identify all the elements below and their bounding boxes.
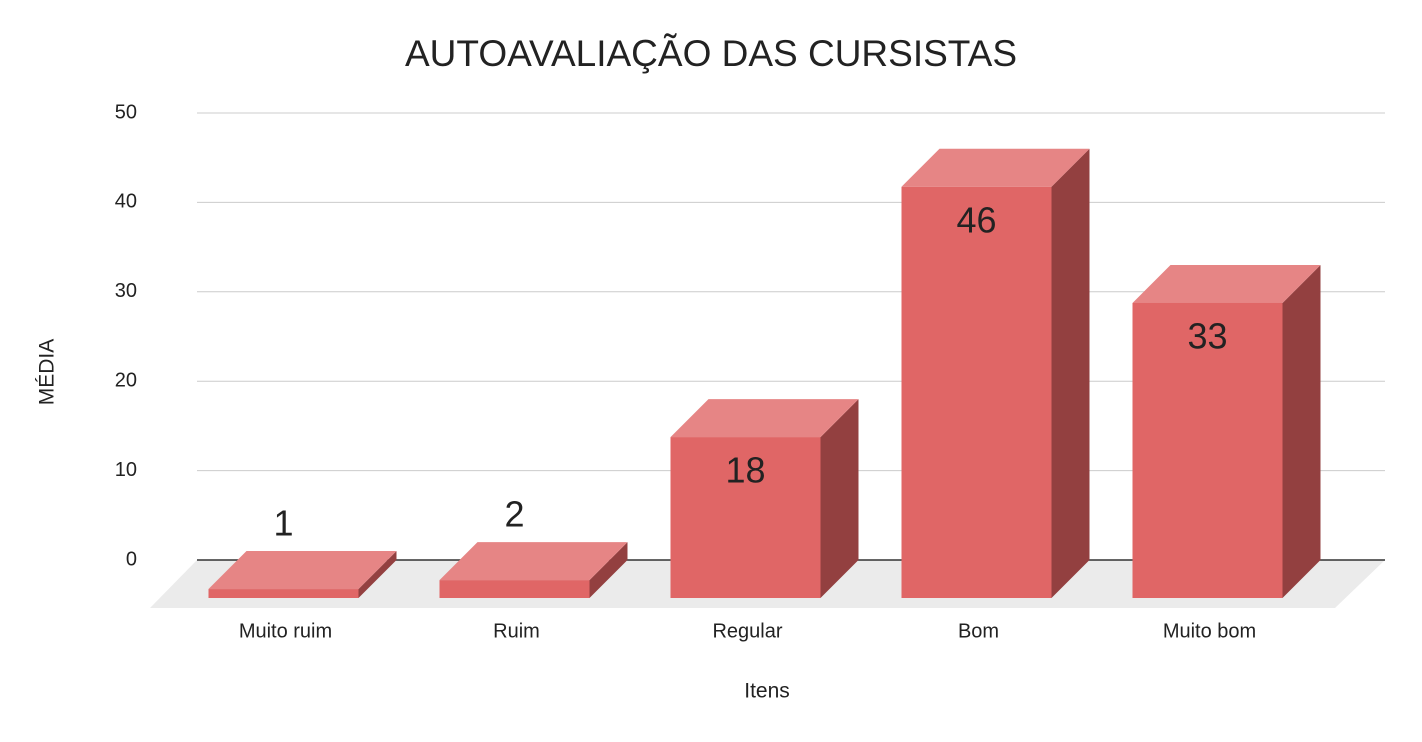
value-label: 18 bbox=[725, 450, 765, 491]
bar bbox=[208, 589, 359, 598]
x-tick-label: Regular bbox=[712, 620, 782, 642]
value-label: 2 bbox=[504, 494, 524, 535]
x-tick-label: Muito ruim bbox=[239, 620, 332, 642]
bar-side bbox=[820, 399, 859, 598]
bar-side bbox=[1282, 264, 1321, 598]
y-tick-label: 20 bbox=[115, 369, 137, 391]
bar-top bbox=[901, 148, 1090, 187]
bar bbox=[670, 437, 821, 598]
bar bbox=[901, 186, 1052, 598]
bar-side bbox=[589, 542, 628, 598]
bar-top bbox=[1132, 264, 1321, 303]
y-axis-title: MÉDIA bbox=[36, 339, 59, 406]
value-label: 33 bbox=[1187, 315, 1227, 356]
bar bbox=[439, 580, 590, 598]
y-tick-label: 30 bbox=[115, 280, 137, 302]
x-tick-label: Bom bbox=[958, 620, 999, 642]
bar-top bbox=[208, 551, 397, 590]
y-tick-label: 40 bbox=[115, 191, 137, 213]
value-label: 1 bbox=[273, 503, 293, 544]
bar-top bbox=[439, 542, 628, 581]
y-tick-label: 50 bbox=[115, 101, 137, 123]
chart-title: AUTOAVALIAÇÃO DAS CURSISTAS bbox=[405, 33, 1017, 74]
bar bbox=[1132, 302, 1283, 598]
bar-top bbox=[670, 399, 859, 438]
y-tick-label: 10 bbox=[115, 459, 137, 481]
value-label: 46 bbox=[956, 199, 996, 240]
bar-side bbox=[1051, 148, 1090, 598]
bar-side bbox=[358, 551, 397, 598]
x-axis-title: Itens bbox=[744, 680, 790, 703]
x-tick-label: Muito bom bbox=[1163, 620, 1256, 642]
x-tick-label: Ruim bbox=[493, 620, 540, 642]
y-tick-label: 0 bbox=[126, 548, 137, 570]
